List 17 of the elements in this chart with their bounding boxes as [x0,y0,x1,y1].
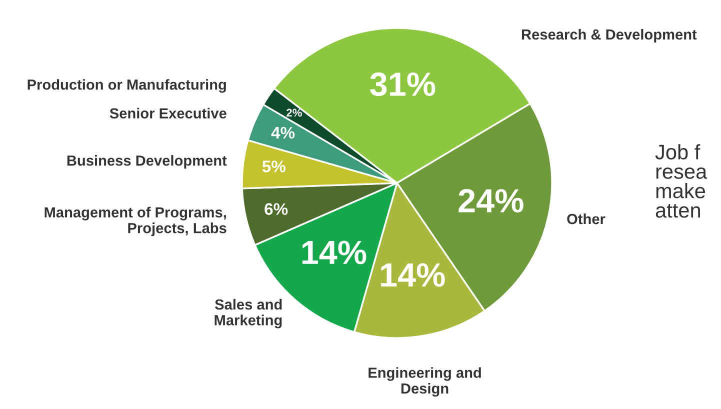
slice-label: Sales and Marketing [214,298,282,328]
slice-label: Research & Development [522,28,697,43]
data-label: 4% [271,126,295,139]
data-label: 14% [381,263,445,287]
data-label: 5% [262,160,286,172]
slice-label: Engineering and Design [368,367,481,397]
slice-label: Other [567,213,606,224]
data-label: 6% [264,203,288,215]
slice-label: Production or Manufacturing [28,79,226,93]
slice-label: Management of Programs, Projects, Labs [44,206,226,236]
slice-label: Senior Executive [110,108,226,119]
data-label: 24% [458,188,524,213]
data-label: 31% [370,72,436,96]
data-label: 2% [286,108,302,117]
data-label: 14% [302,240,366,264]
slice-label: Business Development [67,155,227,169]
text: Job f resea make atten [655,144,708,218]
